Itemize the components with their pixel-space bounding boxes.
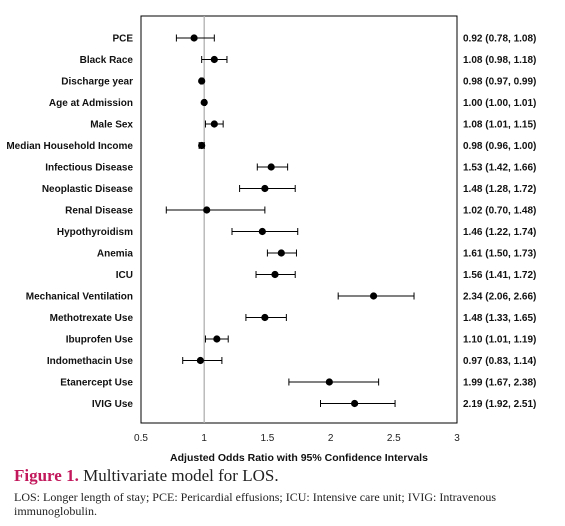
x-tick-label: 1	[201, 433, 207, 444]
odds-ratio-point	[196, 356, 205, 365]
odds-ratio-point	[261, 184, 269, 193]
row-label: Neoplastic Disease	[42, 184, 134, 195]
row-label: Etanercept Use	[60, 378, 133, 389]
or-ci-value: 0.92 (0.78, 1.08)	[463, 34, 536, 45]
forest-row: Indomethacin Use 0.97 (0.83, 1.14)	[47, 356, 537, 367]
x-axis-label: Adjusted Odds Ratio with 95% Confidence …	[170, 452, 428, 464]
x-tick-label: 3	[454, 433, 460, 444]
row-label: Hypothyroidism	[57, 227, 133, 238]
row-label: Renal Disease	[65, 206, 133, 217]
odds-ratio-point	[369, 292, 378, 300]
odds-ratio-point	[198, 141, 206, 150]
odds-ratio-point	[261, 313, 269, 322]
figure-title-text: Multivariate model for LOS.	[78, 466, 279, 485]
row-label: Discharge year	[61, 77, 133, 88]
odds-ratio-point	[200, 98, 208, 107]
or-ci-value: 1.46 (1.22, 1.74)	[463, 227, 536, 238]
figure-caption: Figure 1. Multivariate model for LOS. LO…	[14, 466, 554, 518]
row-label: PCE	[112, 34, 133, 45]
odds-ratio-point	[277, 249, 285, 257]
forest-plot: PCE 0.92 (0.78, 1.08) Black Race 1.08 (0.98…	[6, 15, 537, 464]
or-ci-value: 0.97 (0.83, 1.14)	[463, 356, 536, 367]
odds-ratio-point	[267, 163, 275, 171]
forest-row: Discharge year 0.98 (0.97, 0.99)	[61, 77, 536, 88]
row-label: Infectious Disease	[45, 163, 133, 174]
plot-frame	[140, 15, 458, 424]
odds-ratio-point	[271, 270, 279, 279]
forest-row: Hypothyroidism 1.46 (1.22, 1.74)	[57, 227, 537, 238]
forest-row: Median Household Income 0.98 (0.96, 1.00)	[6, 141, 536, 152]
forest-row: Mechanical Ventilation 2.34 (2.06, 2.66)	[26, 292, 537, 303]
odds-ratio-point	[210, 55, 218, 64]
or-ci-value: 1.61 (1.50, 1.73)	[463, 249, 536, 260]
forest-row: Methotrexate Use 1.48 (1.33, 1.65)	[50, 313, 537, 324]
or-ci-value: 0.98 (0.96, 1.00)	[463, 141, 536, 152]
forest-row: Male Sex 1.08 (1.01, 1.15)	[90, 120, 536, 131]
odds-ratio-point	[198, 77, 206, 85]
row-label: Anemia	[97, 249, 134, 260]
row-label: Indomethacin Use	[47, 356, 134, 367]
or-ci-value: 1.02 (0.70, 1.48)	[463, 206, 536, 217]
forest-row: Ibuprofen Use 1.10 (1.01, 1.19)	[66, 335, 537, 346]
row-label: Black Race	[80, 55, 134, 66]
figure-number: Figure 1.	[14, 466, 79, 485]
or-ci-value: 1.10 (1.01, 1.19)	[463, 335, 536, 346]
row-label: Median Household Income	[6, 141, 133, 152]
row-label: Mechanical Ventilation	[26, 292, 133, 303]
x-tick-label: 2	[328, 433, 334, 444]
forest-row: Etanercept Use 1.99 (1.67, 2.38)	[60, 378, 536, 389]
or-ci-value: 1.00 (1.00, 1.01)	[463, 98, 536, 109]
row-label: Male Sex	[90, 120, 133, 131]
figure-title: Figure 1. Multivariate model for LOS.	[14, 466, 554, 486]
forest-row: PCE 0.92 (0.78, 1.08)	[112, 34, 536, 45]
odds-ratio-point	[190, 34, 198, 42]
or-ci-value: 1.08 (0.98, 1.18)	[463, 55, 536, 66]
or-ci-value: 0.98 (0.97, 0.99)	[463, 77, 536, 88]
or-ci-value: 1.48 (1.28, 1.72)	[463, 184, 536, 195]
x-tick-label: 0.5	[134, 433, 148, 444]
odds-ratio-point	[203, 206, 211, 214]
forest-row: IVIG Use 2.19 (1.92, 2.51)	[92, 399, 537, 410]
forest-row: Infectious Disease 1.53 (1.42, 1.66)	[45, 163, 536, 174]
forest-row: Neoplastic Disease 1.48 (1.28, 1.72)	[42, 184, 537, 195]
or-ci-value: 1.08 (1.01, 1.15)	[463, 120, 536, 131]
x-tick-label: 1.5	[260, 433, 274, 444]
or-ci-value: 1.48 (1.33, 1.65)	[463, 313, 536, 324]
row-label: Methotrexate Use	[50, 313, 134, 324]
row-label: IVIG Use	[92, 399, 134, 410]
odds-ratio-point	[351, 399, 359, 408]
odds-ratio-point	[210, 120, 218, 128]
odds-ratio-point	[258, 227, 266, 236]
or-ci-value: 1.56 (1.41, 1.72)	[463, 270, 536, 281]
forest-row: Age at Admission 1.00 (1.00, 1.01)	[49, 98, 536, 109]
forest-row: Anemia 1.61 (1.50, 1.73)	[97, 249, 537, 260]
row-label: Ibuprofen Use	[66, 335, 134, 346]
or-ci-value: 2.34 (2.06, 2.66)	[463, 292, 536, 303]
forest-row: Black Race 1.08 (0.98, 1.18)	[80, 55, 537, 66]
row-label: ICU	[116, 270, 133, 281]
forest-row: ICU 1.56 (1.41, 1.72)	[116, 270, 537, 281]
or-ci-value: 2.19 (1.92, 2.51)	[463, 399, 536, 410]
x-tick-label: 2.5	[387, 433, 401, 444]
odds-ratio-point	[213, 335, 221, 343]
figure-note: LOS: Longer length of stay; PCE: Pericar…	[14, 490, 497, 518]
forest-row: Renal Disease 1.02 (0.70, 1.48)	[65, 206, 536, 217]
or-ci-value: 1.53 (1.42, 1.66)	[463, 163, 536, 174]
row-label: Age at Admission	[49, 98, 133, 109]
odds-ratio-point	[325, 378, 333, 386]
or-ci-value: 1.99 (1.67, 2.38)	[463, 378, 536, 389]
